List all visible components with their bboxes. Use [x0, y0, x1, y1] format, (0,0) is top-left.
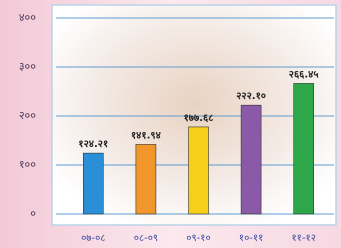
- y-tick-label: ०: [30, 207, 36, 220]
- bar: [136, 144, 156, 214]
- bar: [241, 105, 261, 214]
- page: {"chart_data": {"type": "bar", "categori…: [0, 0, 341, 248]
- x-tick-label: ०८-०९: [134, 233, 158, 244]
- chart: ० १०० २०० ३०० ४०० ०७-०८ १२४.२१ ०८-०९ १४१.९४ ०९-१०…: [0, 0, 341, 248]
- value-label: १७७.६८: [184, 113, 214, 124]
- value-label: २६६.४५: [289, 69, 319, 80]
- x-tick-label: ०७-०८: [81, 233, 105, 244]
- bar: [83, 153, 103, 214]
- x-tick-label: ०९-१०: [186, 233, 210, 244]
- y-tick-label: १००: [19, 158, 36, 171]
- x-tick-label: ११-१२: [291, 233, 315, 244]
- value-label: २२२.१०: [236, 91, 266, 102]
- value-label: १२४.२१: [78, 139, 108, 150]
- x-tick-label: १०-११: [239, 233, 263, 244]
- y-tick-label: ३००: [19, 60, 36, 73]
- bar: [294, 83, 314, 214]
- value-label: १४१.९४: [131, 130, 161, 141]
- y-tick-label: ४००: [19, 11, 36, 24]
- bar: [189, 127, 209, 214]
- y-tick-label: २००: [19, 109, 36, 122]
